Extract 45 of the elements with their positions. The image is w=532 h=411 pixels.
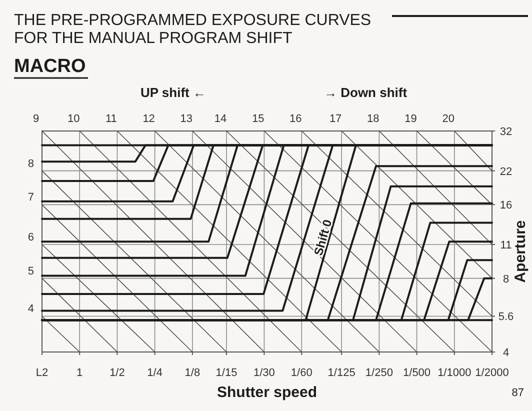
series-label: 17 bbox=[329, 113, 342, 125]
x-tick-label: 1/60 bbox=[290, 367, 312, 379]
series-label: 11 bbox=[106, 113, 117, 125]
series-label: 18 bbox=[367, 113, 380, 125]
series-label: 14 bbox=[214, 113, 227, 125]
series-label: 7 bbox=[28, 192, 34, 204]
x-tick-label: 1/30 bbox=[253, 367, 275, 379]
series-label: 13 bbox=[180, 113, 193, 125]
series-label: 20 bbox=[442, 113, 455, 125]
chart-title: THE PRE-PROGRAMMED EXPOSURE CURVES FOR THE MANUAL PROGRAM SHIFT bbox=[14, 12, 372, 47]
series-label: 5 bbox=[28, 265, 34, 278]
x-tick-label: 1/8 bbox=[184, 367, 200, 379]
series-label: 15 bbox=[252, 113, 264, 125]
chart-subtitle: MACRO bbox=[14, 56, 86, 77]
y-tick-label: 22 bbox=[500, 166, 512, 178]
x-tick-label: L2 bbox=[36, 367, 48, 379]
series-label: 4 bbox=[28, 303, 34, 316]
series-label: 6 bbox=[28, 231, 34, 244]
x-tick-label: 1/15 bbox=[216, 367, 238, 379]
y-tick-label: 16 bbox=[500, 200, 512, 212]
text: Shift 0 bbox=[311, 218, 335, 258]
text: UP shift ← bbox=[140, 85, 206, 100]
series-label: 12 bbox=[142, 113, 155, 125]
series-label: 8 bbox=[28, 158, 34, 170]
text: 87 bbox=[512, 387, 524, 399]
x-tick-label: 1/125 bbox=[328, 367, 356, 379]
y-tick-label: 32 bbox=[500, 126, 512, 138]
x-tick-label: 1/500 bbox=[403, 367, 431, 379]
text: → Down shift bbox=[324, 85, 408, 100]
x-tick-label: 1/250 bbox=[365, 367, 393, 379]
x-tick-label: 1/2000 bbox=[475, 367, 509, 379]
y-tick-label: 11 bbox=[500, 239, 512, 252]
y-axis-title: Aperture bbox=[512, 220, 529, 283]
y-tick-label: 4 bbox=[502, 347, 510, 359]
series-label: 16 bbox=[290, 113, 302, 125]
x-tick-label: 1 bbox=[76, 367, 83, 379]
series-label: 19 bbox=[404, 113, 417, 125]
series-label: 9 bbox=[32, 113, 40, 125]
x-tick-label: 1/1000 bbox=[438, 367, 472, 379]
y-tick-label: 8 bbox=[502, 273, 510, 286]
series-label: 10 bbox=[67, 113, 80, 125]
x-axis-title: Shutter speed bbox=[216, 384, 318, 401]
x-tick-label: 1/4 bbox=[147, 367, 162, 379]
x-tick-label: 1/2 bbox=[110, 367, 125, 379]
y-tick-label: 5.6 bbox=[498, 311, 514, 324]
